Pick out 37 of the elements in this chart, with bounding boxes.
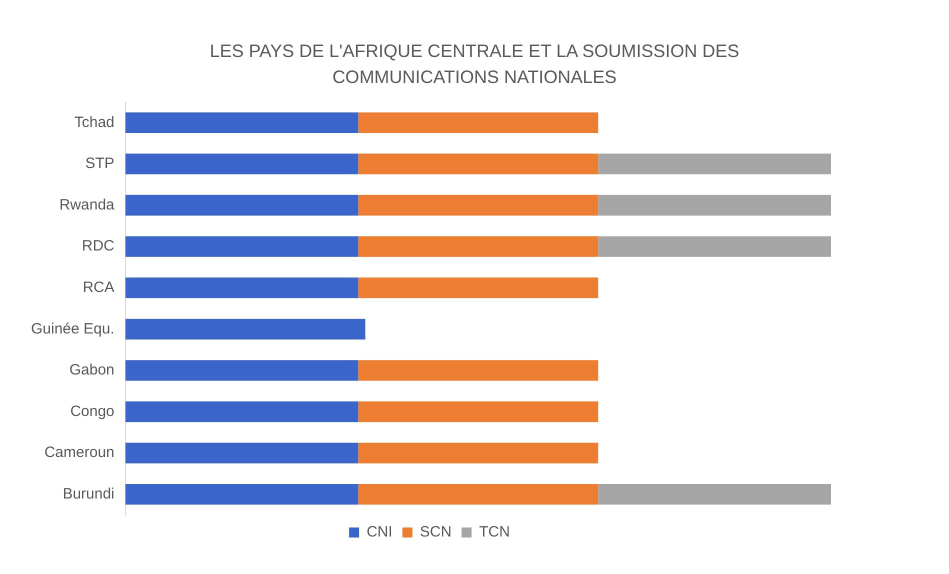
- bar: [358, 401, 598, 422]
- bar: [125, 318, 366, 340]
- bar: [358, 112, 598, 133]
- y-tick-label: Congo: [70, 402, 114, 420]
- legend-label: CNI: [366, 524, 392, 541]
- bar: [598, 194, 831, 216]
- bar: [358, 154, 598, 174]
- bar: [358, 484, 598, 505]
- bar: [125, 154, 358, 174]
- bar: [358, 194, 598, 216]
- y-tick-label: Tchad: [74, 114, 114, 131]
- bar: [125, 236, 358, 257]
- bar: [358, 442, 598, 464]
- y-tick-label: Burundi: [62, 485, 114, 502]
- bar: [125, 278, 358, 298]
- bar: [358, 360, 598, 381]
- bar: [598, 236, 831, 257]
- bar: [598, 484, 831, 505]
- y-tick-label: Guinée Equ.: [30, 320, 114, 338]
- bar: [358, 236, 598, 257]
- bar: [125, 360, 358, 381]
- legend-label: SCN: [420, 524, 452, 541]
- bar: [125, 401, 358, 422]
- bar: [125, 194, 358, 216]
- legend-label: TCN: [479, 524, 510, 541]
- y-tick-label: Rwanda: [59, 196, 116, 214]
- bar: [598, 154, 831, 174]
- bar: [125, 442, 358, 464]
- bar: [125, 112, 358, 133]
- y-tick-label: STP: [85, 155, 114, 172]
- bar: [125, 484, 358, 505]
- y-tick-label: RCA: [82, 278, 114, 296]
- y-tick-label: Cameroun: [44, 444, 114, 462]
- chart-title: LES PAYS DE L'AFRIQUE CENTRALE ET LA SOUMISSION DES COMMUNICATIONS NATIONALES: [208, 40, 740, 89]
- y-tick-label: Gabon: [69, 362, 114, 379]
- bar: [358, 278, 598, 298]
- y-tick-label: RDC: [82, 238, 115, 255]
